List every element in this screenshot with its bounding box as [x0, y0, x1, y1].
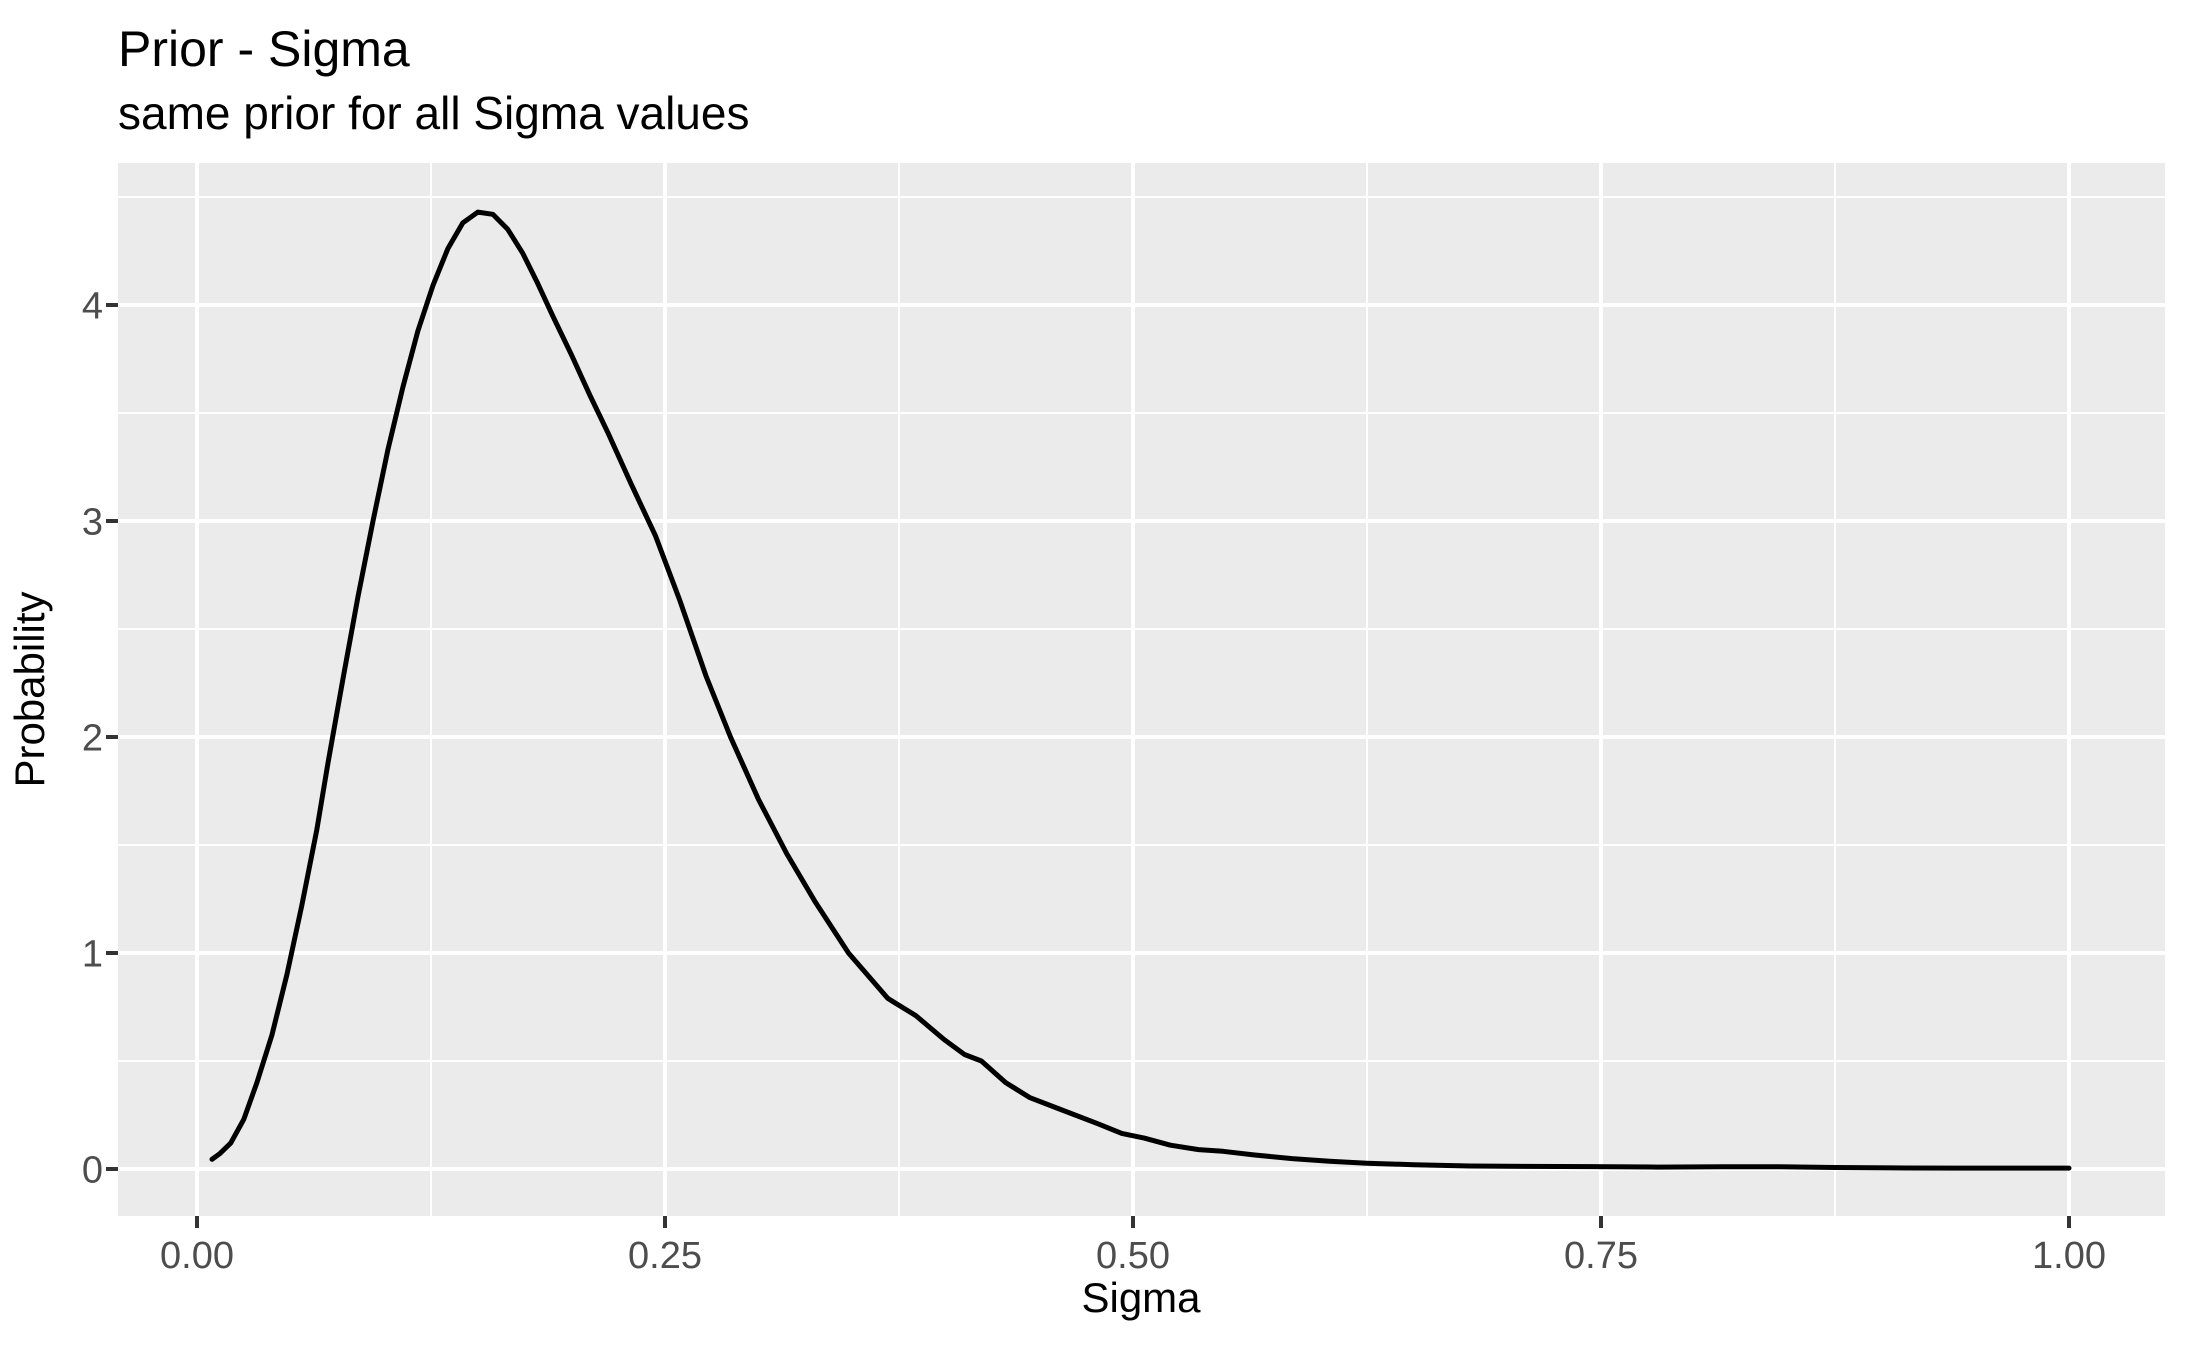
- grid-minor: [118, 163, 2165, 1216]
- x-tick-label: 0.75: [1564, 1235, 1638, 1277]
- x-tick-label: 1.00: [2032, 1235, 2106, 1277]
- x-axis-ticks: [195, 1216, 2071, 1228]
- plot-subtitle: same prior for all Sigma values: [118, 87, 749, 139]
- y-tick-label: 1: [82, 933, 103, 975]
- plot-title: Prior - Sigma: [118, 21, 410, 77]
- y-axis-ticks: [106, 303, 118, 1171]
- y-tick-label: 4: [82, 285, 103, 327]
- grid-major: [118, 163, 2165, 1216]
- x-axis-tick-labels: 0.00 0.25 0.50 0.75 1.00: [160, 1235, 2106, 1277]
- x-tick-label: 0.50: [1096, 1235, 1170, 1277]
- plot-panel: [118, 163, 2165, 1216]
- y-tick-label: 0: [82, 1149, 103, 1191]
- y-axis-tick-labels: 0 1 2 3 4: [82, 285, 103, 1191]
- y-axis-title: Probability: [6, 591, 53, 787]
- y-tick-label: 3: [82, 501, 103, 543]
- density-curve: [209, 209, 2072, 1171]
- x-tick-label: 0.25: [628, 1235, 702, 1277]
- x-axis-title: Sigma: [1081, 1274, 1201, 1321]
- x-tick-label: 0.00: [160, 1235, 234, 1277]
- y-tick-label: 2: [82, 717, 103, 759]
